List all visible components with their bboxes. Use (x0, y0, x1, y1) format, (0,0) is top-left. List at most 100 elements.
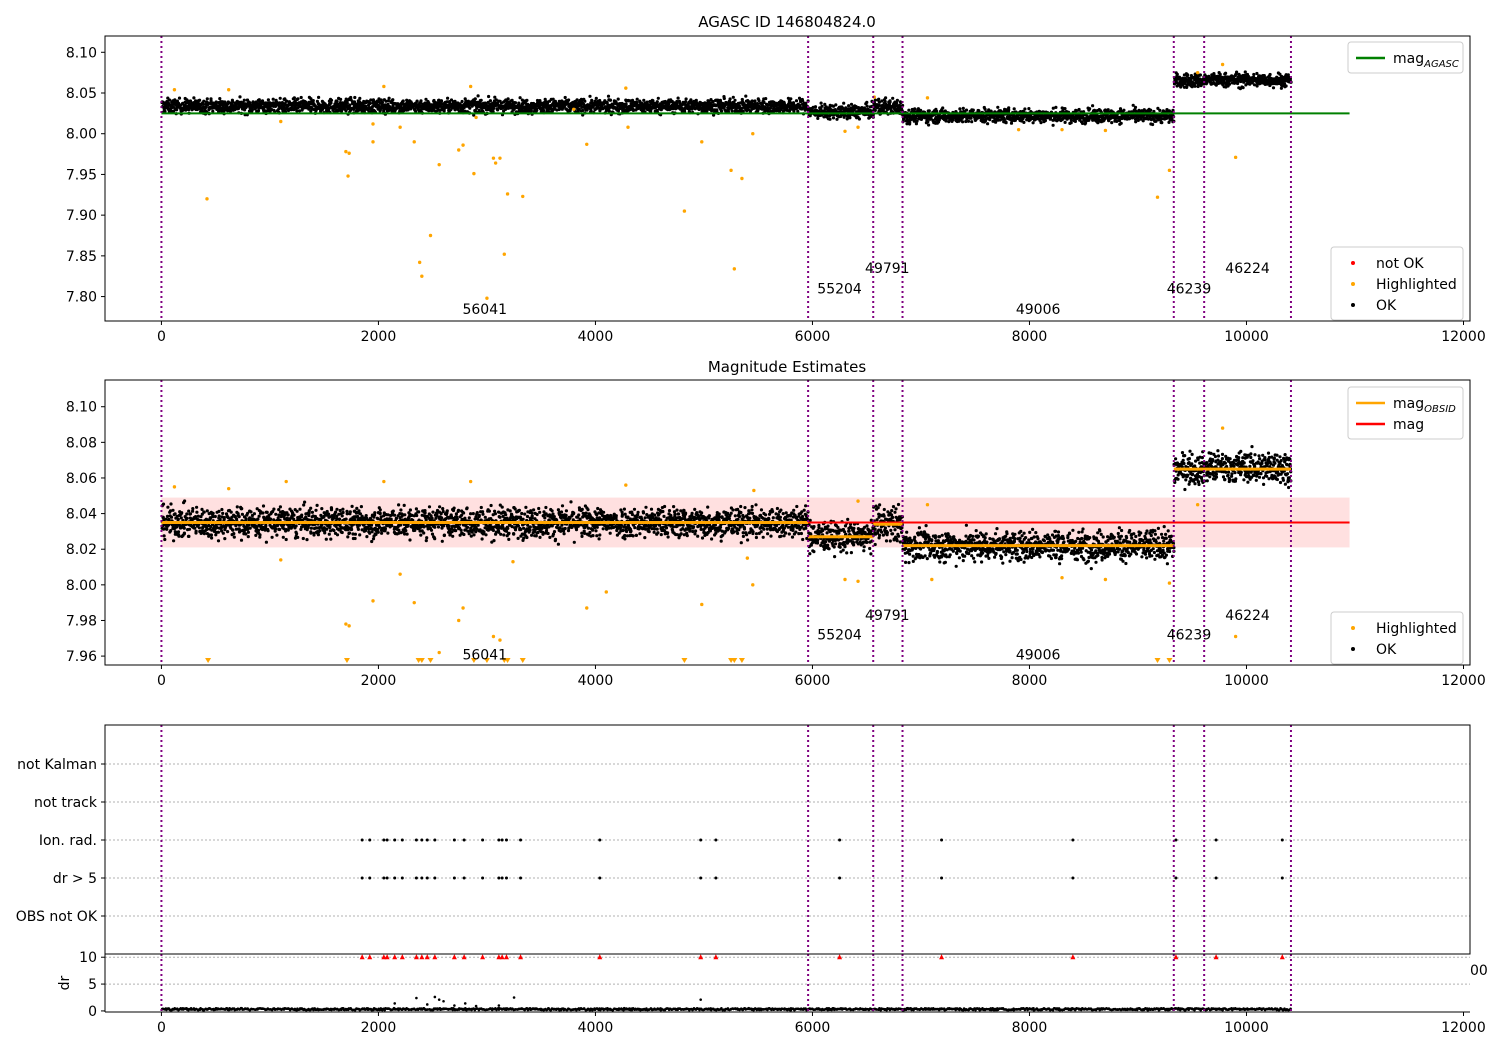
ok-point (834, 103, 838, 107)
ok-point (842, 101, 846, 105)
ok-point (427, 101, 431, 105)
ok-point (656, 96, 660, 100)
ok-point (958, 107, 962, 111)
ok-point (274, 527, 278, 531)
highlighted-point (398, 125, 402, 129)
ok-point (202, 510, 206, 514)
ok-point (383, 103, 387, 107)
ok-point (187, 509, 191, 513)
ok-point (530, 106, 535, 110)
highlighted-point (420, 274, 424, 278)
ok-point (201, 102, 205, 106)
ok-point (188, 512, 193, 516)
ok-point (492, 106, 496, 110)
ok-point (506, 97, 510, 101)
ok-point (356, 104, 360, 108)
ok-point (1051, 123, 1055, 127)
ok-point (165, 527, 169, 531)
ok-point (220, 109, 224, 113)
ok-point (1243, 70, 1247, 74)
ok-point (211, 109, 215, 113)
ok-point (913, 107, 917, 111)
ok-point (820, 104, 824, 108)
ok-point (210, 536, 214, 540)
ok-point (463, 109, 467, 113)
ok-point (676, 96, 680, 100)
highlighted-point (371, 140, 375, 144)
y-tick-label: 8.00 (66, 127, 97, 143)
ok-point (1115, 119, 1119, 123)
ok-point (891, 96, 895, 100)
highlighted-point (461, 143, 465, 147)
ok-point (315, 503, 319, 507)
highlighted-point (626, 125, 630, 129)
ok-point (309, 526, 313, 530)
ok-point (588, 94, 592, 98)
ok-point (1149, 108, 1153, 112)
ok-point (757, 99, 761, 103)
y-tick-label: 7.95 (66, 167, 97, 183)
ok-point (983, 107, 987, 111)
ok-point (865, 100, 869, 104)
ok-point (167, 98, 172, 102)
x-tick-label: 10000 (1224, 329, 1269, 345)
ok-point (232, 535, 236, 539)
ok-point (180, 511, 184, 515)
ok-point (986, 122, 990, 126)
ok-point (865, 104, 869, 108)
ok-point (173, 512, 177, 516)
ok-point (278, 101, 282, 105)
ok-point (252, 512, 256, 516)
ok-point (719, 109, 724, 113)
ok-point (301, 536, 305, 541)
ok-point (271, 97, 275, 101)
ok-point (446, 96, 450, 100)
ok-point (238, 95, 242, 99)
legend-marker (1351, 282, 1355, 286)
ok-point (964, 108, 969, 112)
ok-point (240, 507, 244, 511)
highlighted-point (1060, 127, 1064, 132)
ok-point (348, 531, 352, 535)
obsid-label: 46224 (1225, 261, 1270, 277)
ok-point (857, 117, 862, 121)
ok-point (300, 513, 304, 517)
ok-point (246, 530, 250, 534)
highlighted-point (226, 88, 231, 92)
highlighted-point (279, 119, 283, 124)
ok-point (616, 97, 620, 101)
ok-point (335, 533, 340, 537)
ok-point (350, 527, 354, 532)
ok-point (971, 108, 975, 112)
ok-point (193, 526, 197, 530)
ok-point (242, 98, 246, 102)
ok-point (520, 98, 525, 102)
ok-point (187, 527, 192, 531)
legend-label: OK (1376, 298, 1397, 314)
ok-point (589, 109, 593, 113)
ok-point (966, 119, 971, 123)
ok-point (196, 514, 200, 518)
ok-point (468, 106, 472, 110)
ok-point (294, 524, 298, 528)
ok-point (1054, 105, 1058, 109)
ok-point (358, 96, 362, 100)
ok-point (1063, 107, 1067, 111)
ok-point (387, 96, 391, 100)
ok-point (348, 103, 352, 107)
ok-point (755, 102, 760, 106)
ok-point (353, 532, 357, 536)
ok-point (257, 514, 261, 518)
ok-point (200, 507, 204, 511)
highlighted-point (751, 132, 755, 136)
ok-point (327, 512, 331, 516)
ok-point (606, 94, 611, 98)
ok-point (317, 95, 321, 99)
highlighted-point (843, 129, 847, 133)
highlighted-point (505, 192, 510, 196)
ok-point (340, 530, 344, 535)
ok-point (1186, 73, 1190, 77)
ok-point (895, 98, 900, 102)
ok-point (265, 510, 269, 514)
